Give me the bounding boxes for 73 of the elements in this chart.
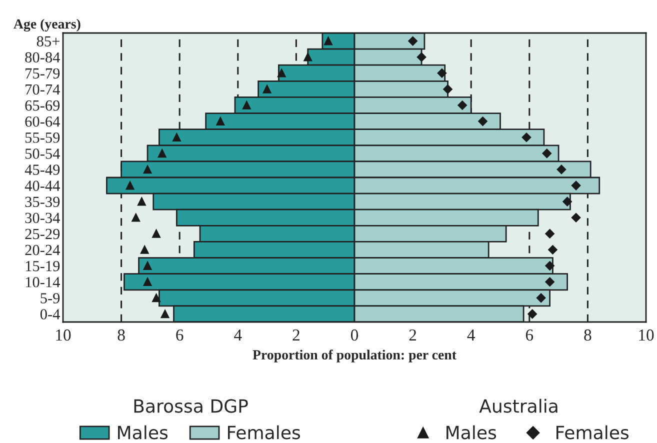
point — [143, 165, 152, 174]
point — [143, 262, 152, 270]
y-tick-label: 30-34 — [25, 212, 60, 224]
x-tick-label: 10 — [639, 329, 654, 341]
point — [571, 213, 581, 222]
y-tick-label: 20-24 — [25, 244, 60, 256]
text: Barossa DGP — [134, 399, 248, 413]
point — [152, 294, 160, 302]
y-tick-label: 80-84 — [25, 52, 60, 63]
point — [562, 196, 572, 206]
point — [571, 180, 581, 190]
legend-label: Males — [118, 425, 168, 440]
y-axis-title: Age (years) — [14, 18, 80, 32]
y-tick-label: 0-4 — [40, 309, 60, 320]
point — [132, 213, 140, 222]
point — [458, 100, 467, 110]
point — [138, 197, 146, 206]
point — [140, 246, 149, 254]
point — [216, 117, 225, 126]
y-tick-label: 55-59 — [25, 132, 60, 143]
y-tick-label: 35-39 — [25, 196, 60, 208]
legend-label: Females — [556, 425, 629, 440]
point — [536, 293, 546, 303]
point — [542, 148, 552, 158]
x-tick-label: 8 — [118, 329, 125, 341]
x-tick-label: 4 — [467, 330, 476, 341]
x-tick-label: 4 — [234, 330, 242, 341]
point — [443, 84, 452, 94]
legend-label: Males — [446, 425, 496, 440]
point — [556, 164, 566, 174]
point — [158, 149, 166, 158]
y-tick-label: 15-19 — [26, 260, 60, 272]
x-tick-label: 2 — [292, 329, 300, 341]
y-tick-label: 25-29 — [25, 228, 60, 240]
point — [242, 101, 251, 110]
legend-label: Females — [228, 425, 300, 440]
y-tick-label: 45-49 — [24, 164, 60, 175]
x-tick-label: 6 — [526, 329, 534, 341]
y-tick-label: 5-9 — [40, 293, 60, 304]
y-tick-label: 70-74 — [26, 84, 60, 95]
y-tick-label: 60-64 — [25, 116, 60, 127]
point — [545, 277, 554, 286]
point — [545, 261, 554, 270]
point — [262, 85, 272, 94]
text: Australia — [479, 398, 558, 413]
x-axis-title: Proportion of population: per cent — [252, 350, 456, 362]
point — [522, 132, 532, 142]
x-tick-label: 10 — [56, 329, 71, 341]
x-tick-label: 2 — [409, 329, 416, 341]
point — [143, 278, 152, 286]
point — [528, 309, 537, 319]
point — [408, 36, 418, 46]
point — [126, 181, 134, 190]
point — [304, 52, 312, 62]
point — [437, 68, 447, 78]
point — [277, 68, 286, 78]
point — [324, 36, 332, 46]
point — [548, 245, 558, 254]
point — [172, 133, 181, 142]
point — [416, 52, 426, 62]
point — [152, 230, 160, 238]
y-tick-label: 85+ — [36, 36, 60, 46]
point — [545, 229, 554, 238]
y-tick-label: 50-54 — [25, 148, 60, 159]
y-tick-label: 10-14 — [26, 277, 60, 288]
y-tick-label: 75-79 — [26, 68, 60, 79]
point — [478, 116, 488, 126]
y-tick-label: 65-69 — [25, 100, 60, 111]
point — [160, 310, 170, 318]
y-tick-label: 40-44 — [24, 180, 60, 191]
x-tick-label: 8 — [584, 329, 592, 341]
x-tick-label: 6 — [176, 329, 184, 341]
x-tick-label: 0 — [350, 329, 358, 341]
